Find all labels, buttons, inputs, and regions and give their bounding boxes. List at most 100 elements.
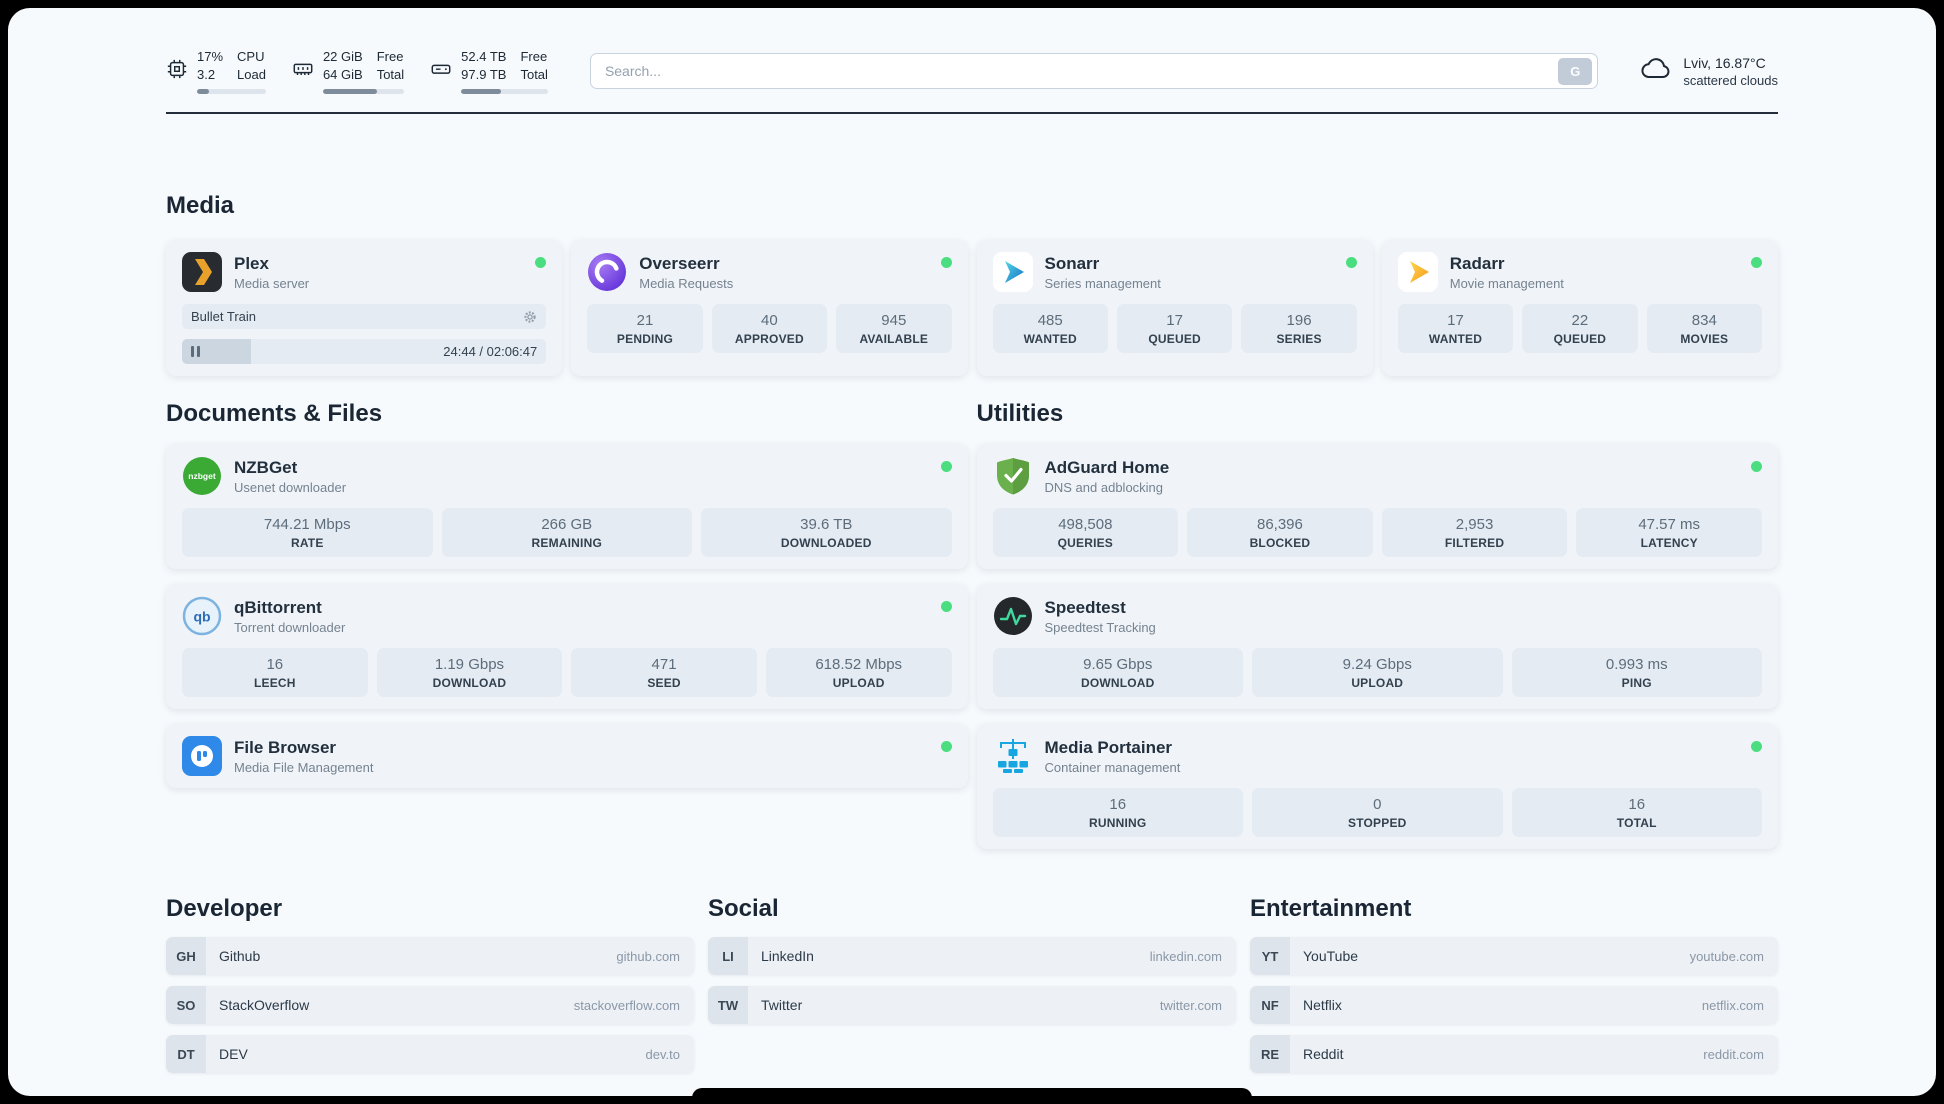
youtube-monogram-icon: YT [1250, 937, 1290, 976]
bookmark-name: LinkedIn [761, 948, 814, 965]
app-name: Speedtest [1044, 597, 1126, 617]
stat-value: 16 [266, 656, 284, 674]
dashboard: 17% 3.2 CPU Load [8, 8, 1936, 1096]
stat-label: SEED [647, 676, 681, 691]
cpu-icon [166, 58, 188, 85]
stat-value: 86,396 [1256, 516, 1303, 534]
stat-tile: 16 LEECH [182, 648, 368, 698]
search-input[interactable] [604, 63, 1559, 80]
stat-label: UPLOAD [1351, 676, 1404, 691]
bookmark-youtube[interactable]: YT YouTube youtube.com [1250, 937, 1778, 976]
stat-tile: 0.993 ms PING [1511, 648, 1762, 698]
cpu-load-label: Load [237, 67, 266, 83]
stat-value: 9.65 Gbps [1083, 656, 1153, 674]
adguard-card[interactable]: AdGuard Home DNS and adblocking 498,508 … [976, 444, 1778, 570]
stat-tile: 485 WANTED [992, 304, 1108, 354]
now-playing-title: Bullet Train [191, 309, 257, 325]
stat-tile: 39.6 TB DOWNLOADED [701, 508, 952, 558]
stat-value: 22 [1571, 312, 1589, 330]
stat-value: 1.19 Gbps [434, 656, 505, 674]
netflix-monogram-icon: NF [1250, 986, 1290, 1025]
stat-label: APPROVED [734, 332, 804, 347]
stat-value: 945 [881, 312, 907, 330]
stat-label: AVAILABLE [859, 332, 929, 347]
linkedin-monogram-icon: LI [708, 937, 748, 976]
search-engine-button[interactable]: G [1558, 57, 1593, 85]
pause-button[interactable] [191, 346, 200, 358]
svg-text:qb: qb [193, 609, 210, 625]
status-dot [1751, 741, 1762, 753]
bookmark-linkedin[interactable]: LI LinkedIn linkedin.com [708, 937, 1236, 976]
stat-tile: 196 SERIES [1241, 304, 1357, 354]
settings-gear-icon[interactable] [523, 310, 537, 324]
stat-value: 834 [1691, 312, 1717, 330]
stat-value: 485 [1037, 312, 1063, 330]
search-bar: G [589, 53, 1599, 90]
bookmark-reddit[interactable]: RE Reddit reddit.com [1250, 1035, 1778, 1074]
stat-value: 16 [1109, 796, 1127, 814]
app-subtitle: Container management [1044, 759, 1181, 775]
sonarr-card[interactable]: Sonarr Series management 485 WANTED 17 Q… [976, 240, 1373, 377]
stat-tile: 834 MOVIES [1646, 304, 1763, 354]
sonarr-icon [992, 252, 1033, 293]
bookmark-dev[interactable]: DT DEV dev.to [166, 1035, 694, 1074]
app-name: File Browser [234, 737, 337, 757]
filebrowser-card[interactable]: File Browser Media File Management [166, 724, 968, 789]
speedtest-card[interactable]: Speedtest Speedtest Tracking 9.65 Gbps D… [976, 584, 1778, 710]
stat-tile: 498,508 QUERIES [992, 508, 1179, 558]
app-name: Sonarr [1044, 253, 1100, 273]
plex-card[interactable]: Plex Media server Bullet Train [166, 240, 563, 377]
disk-widget: 52.4 TB 97.9 TB Free Total [430, 48, 548, 95]
app-name: Plex [234, 253, 269, 273]
speedtest-icon [993, 596, 1033, 636]
stat-value: 471 [651, 656, 677, 674]
stat-value: 0 [1373, 796, 1382, 814]
stat-value: 744.21 Mbps [263, 516, 351, 534]
system-stats: 17% 3.2 CPU Load [166, 48, 548, 95]
stat-value: 21 [636, 312, 654, 330]
weather-widget: Lviv, 16.87°C scattered clouds [1640, 55, 1778, 88]
ram-free-label: Free [376, 49, 404, 64]
section-title-utilities: Utilities [976, 400, 1064, 428]
stat-value: 39.6 TB [800, 516, 853, 534]
stackoverflow-monogram-icon: SO [166, 986, 206, 1025]
app-subtitle: Series management [1044, 275, 1161, 291]
stat-tile: 9.24 Gbps UPLOAD [1252, 648, 1503, 698]
now-playing-row: Bullet Train [182, 304, 547, 330]
disk-free: 52.4 TB [461, 49, 507, 64]
stat-label: PENDING [616, 332, 673, 347]
status-dot [1345, 257, 1357, 269]
bookmark-name: Netflix [1303, 997, 1342, 1014]
stat-label: DOWNLOAD [1080, 676, 1155, 691]
qbittorrent-card[interactable]: qb qBittorrent Torrent downloader [166, 584, 968, 710]
bookmark-name: Twitter [761, 997, 803, 1014]
stat-tile: 17 QUEUED [1116, 304, 1233, 354]
stat-tile: 47.57 ms LATENCY [1576, 508, 1762, 558]
cpu-percent: 17% [197, 49, 224, 64]
app-name: qBittorrent [234, 597, 322, 617]
home-indicator [692, 1088, 1252, 1104]
adguard-icon [993, 456, 1033, 496]
stat-tile: 17 WANTED [1397, 304, 1514, 354]
stat-label: PING [1621, 676, 1652, 691]
cloud-icon [1640, 56, 1672, 87]
bookmark-twitter[interactable]: TW Twitter twitter.com [708, 986, 1236, 1025]
stat-label: BLOCKED [1249, 536, 1311, 551]
bookmark-netflix[interactable]: NF Netflix netflix.com [1250, 986, 1778, 1025]
overseerr-card[interactable]: Overseerr Media Requests 21 PENDING 40 A… [571, 240, 968, 377]
section-title-documents: Documents & Files [166, 400, 383, 428]
bookmark-github[interactable]: GH Github github.com [166, 937, 694, 976]
stat-label: SERIES [1276, 332, 1322, 347]
portainer-card[interactable]: Media Portainer Container management 16 … [976, 724, 1778, 850]
stat-value: 196 [1286, 312, 1312, 330]
stat-tile: 16 TOTAL [1511, 788, 1762, 838]
stat-label: QUEUED [1553, 332, 1607, 347]
plex-icon [182, 252, 222, 293]
app-subtitle: Torrent downloader [234, 619, 346, 635]
bookmark-url: dev.to [645, 1046, 680, 1062]
bookmark-stackoverflow[interactable]: SO StackOverflow stackoverflow.com [166, 986, 694, 1025]
nzbget-card[interactable]: nzbget NZBGet Usenet downloader 74 [166, 444, 968, 570]
bookmark-url: linkedin.com [1149, 948, 1222, 964]
radarr-card[interactable]: Radarr Movie management 17 WANTED 22 QUE… [1381, 240, 1778, 377]
portainer-icon [993, 736, 1033, 776]
